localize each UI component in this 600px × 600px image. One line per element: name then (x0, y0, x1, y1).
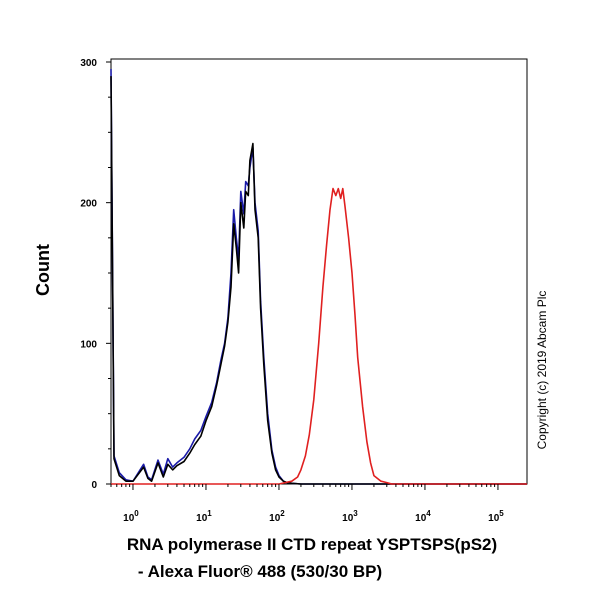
y-tick-label: 200 (80, 199, 97, 210)
y-tick-label: 300 (80, 58, 97, 69)
series-line-3 (111, 187, 527, 485)
x-tick-label: 101 (196, 509, 212, 524)
copyright-notice: Copyright (c) 2019 Abcam Plc (535, 291, 549, 450)
x-axis-label-line-2: - Alexa Fluor® 488 (530/30 BP) (138, 562, 382, 581)
y-tick-label: 0 (91, 480, 97, 491)
y-axis-label: Count (33, 244, 53, 296)
x-tick-label: 102 (269, 509, 285, 524)
x-tick-label: 103 (342, 509, 358, 524)
series-line-2 (110, 76, 527, 485)
histogram-series (110, 68, 527, 485)
x-axis: 100 101 102 103 104 105 (110, 484, 504, 524)
x-tick-label: 104 (415, 509, 431, 524)
x-axis-label-line-1: RNA polymerase II CTD repeat YSPTSPS(pS2… (127, 535, 497, 554)
y-tick-label: 100 (80, 339, 97, 350)
y-axis: 0 100 200 300 (80, 58, 111, 491)
series-line-1 (110, 68, 527, 485)
plot-area-frame (110, 58, 528, 485)
x-tick-label: 105 (488, 509, 504, 524)
x-tick-label: 100 (123, 509, 139, 524)
plot-frame (110, 58, 528, 485)
